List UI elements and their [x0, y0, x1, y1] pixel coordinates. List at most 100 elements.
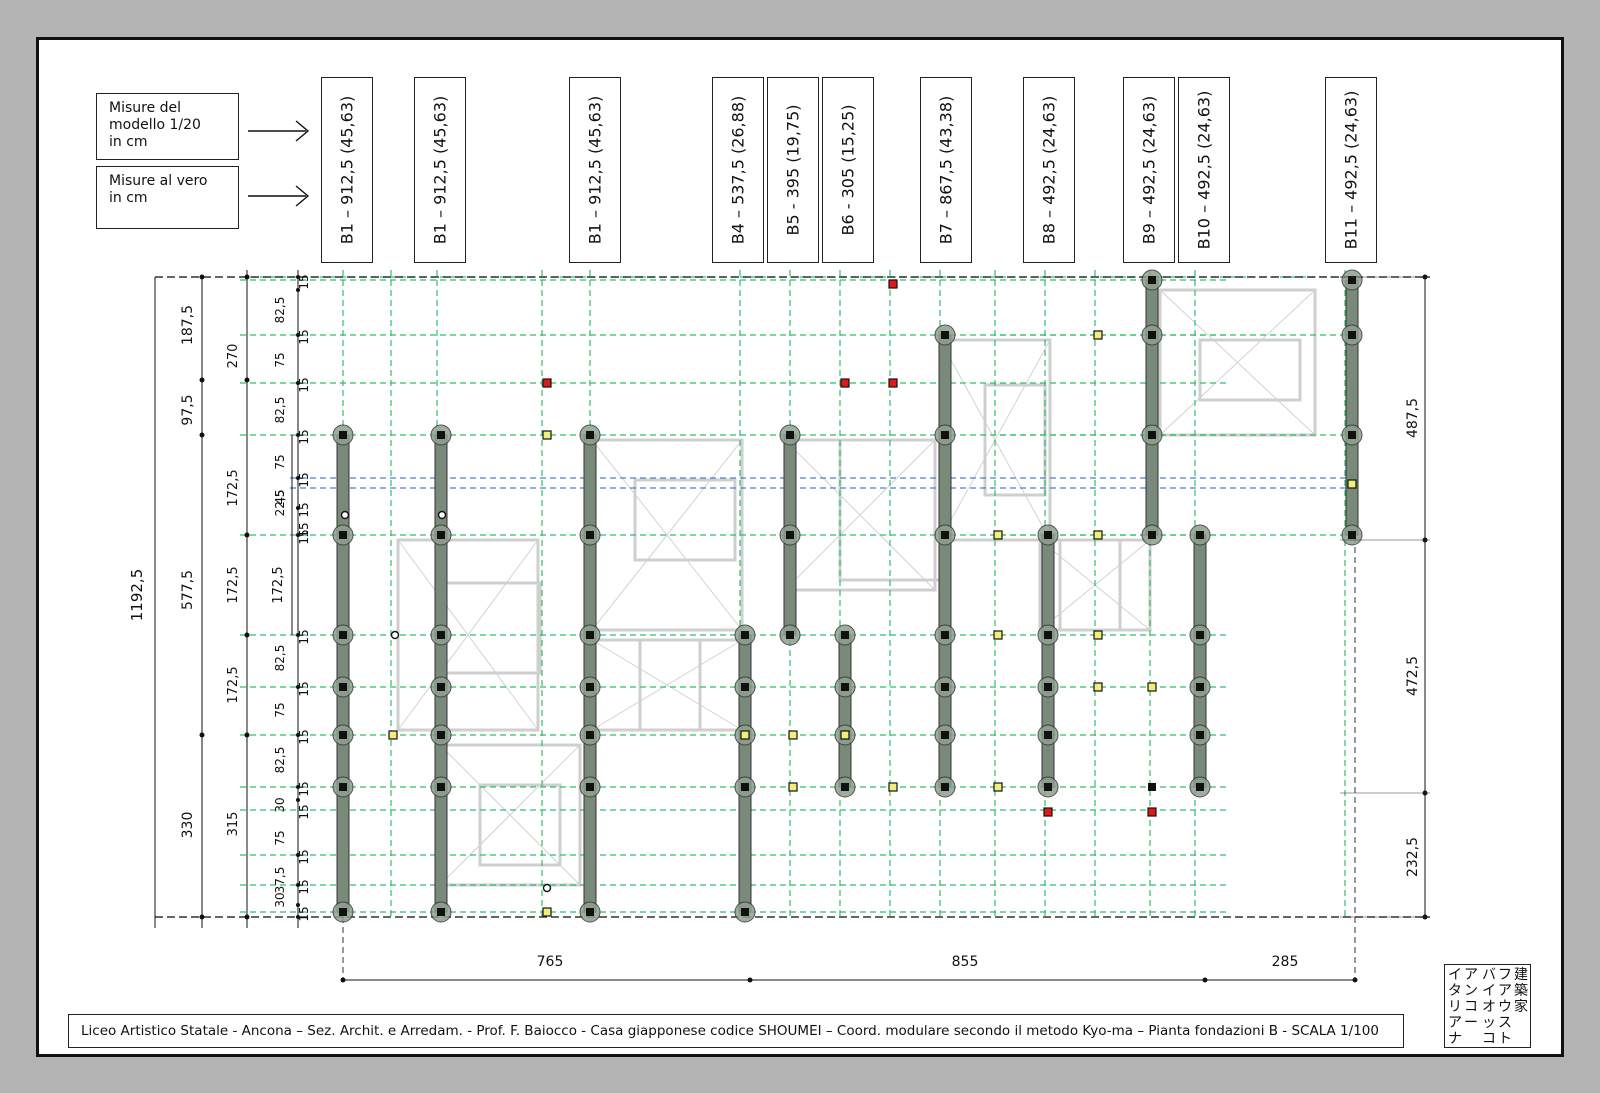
post-marker [437, 731, 445, 739]
dimension-tick [747, 977, 753, 983]
beam-label-b1-b: B1 – 912,5 (45,63) [414, 77, 466, 263]
post-marker [437, 531, 445, 539]
dimension-tick [244, 274, 250, 280]
post-marker [741, 783, 749, 791]
post-marker [1348, 431, 1356, 439]
yellow-post [542, 430, 552, 440]
beam-label-b6: B6 - 305 (15,25) [822, 77, 874, 263]
logo-col-4: フアウスト [1498, 967, 1512, 1047]
post-marker [339, 731, 347, 739]
beam-label-b4: B4 – 537,5 (26,88) [712, 77, 764, 263]
dimension-tick [296, 633, 300, 637]
red-post [888, 279, 898, 289]
dimension-label: 15 [297, 879, 311, 894]
dimension-label: 22,5 [273, 490, 287, 517]
dimension-tick [296, 381, 300, 385]
dimension-label: 232,5 [1405, 837, 1421, 877]
foundation-beam [1145, 279, 1159, 536]
post-marker [786, 631, 794, 639]
beam-label-b5: B5 - 395 (19,75) [767, 77, 819, 263]
yellow-post [993, 530, 1003, 540]
yellow-post [788, 730, 798, 740]
beam-label-b10: B10 – 492,5 (24,63) [1178, 77, 1230, 263]
dimension-tick [199, 377, 205, 383]
dimension-tick [296, 903, 300, 907]
post-marker [586, 683, 594, 691]
post-marker [586, 431, 594, 439]
beam-label-b11: B11 – 492,5 (24,63) [1325, 77, 1377, 263]
post-marker [786, 431, 794, 439]
small-ring-post [542, 883, 552, 893]
yellow-post [1147, 682, 1157, 692]
post-marker [1148, 783, 1156, 791]
dimension-tick [1202, 977, 1208, 983]
dimension-label: 187,5 [180, 305, 196, 345]
dimension-label: 15 [297, 522, 311, 537]
post-marker [437, 908, 445, 916]
post-marker [339, 631, 347, 639]
post-marker [1196, 531, 1204, 539]
post-marker [841, 631, 849, 639]
room-outline [633, 478, 737, 562]
post-marker [586, 531, 594, 539]
dimension-label: 172,5 [226, 666, 241, 703]
dimension-label: 472,5 [1405, 656, 1421, 696]
architect-logo: イタリアナ アンコー バイオッコ フアウスト 建築家 [1444, 964, 1531, 1048]
dimension-tick [296, 333, 300, 337]
logo-col-2: アンコー [1464, 967, 1478, 1031]
logo-col-3: バイオッコ [1482, 967, 1496, 1047]
dimension-tick [1352, 977, 1358, 983]
foundation-beam [938, 334, 952, 788]
dimension-label: 330 [180, 812, 196, 839]
dimension-tick [244, 914, 250, 920]
post-marker [339, 531, 347, 539]
room-outline [478, 783, 562, 867]
dimension-label: 37,5 [273, 867, 287, 894]
room-diagonal [1159, 289, 1316, 436]
beam-label-b8: B8 – 492,5 (24,63) [1023, 77, 1075, 263]
foundation-beam [838, 634, 852, 788]
post-marker [437, 683, 445, 691]
foundation-beam [1193, 534, 1207, 788]
dimension-label: 30 [273, 892, 287, 907]
dimension-label: 82,5 [273, 397, 287, 424]
legend-real-box: Misure al vero in cm [96, 166, 239, 229]
yellow-post [840, 730, 850, 740]
dimension-label: 15 [297, 529, 311, 544]
post-marker [339, 431, 347, 439]
post-marker [1348, 331, 1356, 339]
dimension-label: 15 [297, 729, 311, 744]
beam-label-b1-a: B1 – 912,5 (45,63) [321, 77, 373, 263]
title-block: Liceo Artistico Statale - Ancona – Sez. … [68, 1014, 1404, 1048]
dimension-label: 172,5 [226, 566, 241, 603]
yellow-post [740, 730, 750, 740]
dimension-label: 75 [273, 830, 287, 845]
post-marker [437, 783, 445, 791]
dimension-tick [296, 883, 300, 887]
dimension-label: 75 [273, 352, 287, 367]
post-marker [586, 783, 594, 791]
dimension-tick [199, 914, 205, 920]
legend-arrow-head [295, 120, 310, 142]
small-ring-post [340, 510, 350, 520]
dimension-tick [296, 533, 300, 537]
dimension-label: 577,5 [180, 570, 196, 610]
room-outline [1058, 538, 1122, 632]
dimension-tick [296, 685, 300, 689]
dimension-tick [199, 432, 205, 438]
beam-label-b1-c: B1 – 912,5 (45,63) [569, 77, 621, 263]
dimension-label: 315 [226, 812, 241, 837]
dimension-label: 15 [297, 472, 311, 487]
dimension-tick [244, 377, 250, 383]
yellow-post [788, 782, 798, 792]
post-marker [941, 431, 949, 439]
post-marker [1196, 731, 1204, 739]
post-marker [941, 331, 949, 339]
room-diagonal [591, 439, 743, 631]
logo-col-5: 建築家 [1514, 967, 1528, 1015]
post-marker [941, 731, 949, 739]
room-diagonal [784, 439, 936, 591]
post-marker [941, 783, 949, 791]
legend-model-box: Misure del modello 1/20 in cm [96, 93, 239, 160]
